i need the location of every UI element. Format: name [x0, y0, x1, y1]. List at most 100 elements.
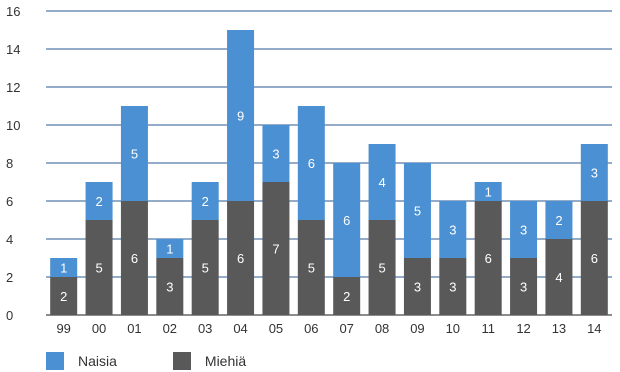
y-tick-label: 10: [6, 118, 20, 133]
data-label-naisia-10: 3: [449, 223, 456, 238]
bar-naisia-07: [333, 163, 361, 277]
data-label-miehia-14: 6: [591, 251, 598, 266]
data-label-naisia-01: 5: [131, 147, 138, 162]
bar-naisia-11: [474, 182, 502, 201]
bar-naisia-05: [262, 125, 290, 182]
data-label-miehia-03: 5: [202, 261, 209, 276]
bar-miehia-01: [120, 201, 148, 315]
bar-miehia-11: [474, 201, 502, 315]
data-label-miehia-00: 5: [95, 261, 102, 276]
data-label-miehia-09: 3: [414, 280, 421, 295]
legend-label-naisia: Naisia: [78, 353, 117, 369]
bar-naisia-10: [439, 201, 467, 258]
x-axis-ticks: 99 00 01 02 03 04 05 06 07 08 09 10 11 12 13 14: [56, 321, 601, 336]
bar-naisia-03: [191, 182, 219, 220]
bar-naisia-12: [510, 201, 538, 258]
data-label-naisia-04: 9: [237, 109, 244, 124]
x-tick-label-99: 99: [56, 321, 70, 336]
data-label-miehia-13: 4: [555, 270, 562, 285]
y-axis-ticks: 0 2 4 6 8 10 12 14 16: [6, 4, 20, 323]
bar-miehia-05: [262, 182, 290, 315]
x-tick-label-10: 10: [446, 321, 460, 336]
bar-miehia-99: [50, 277, 78, 315]
bar-naisia-14: [580, 144, 608, 201]
legend-swatch-miehia: [172, 352, 191, 370]
bar-naisia-06: [297, 106, 325, 220]
bar-naisia-13: [545, 201, 573, 239]
x-tick-label-04: 04: [233, 321, 247, 336]
x-tick-label-14: 14: [587, 321, 601, 336]
data-label-miehia-07: 2: [343, 289, 350, 304]
data-label-naisia-05: 3: [272, 147, 279, 162]
legend-item-naisia: Naisia: [46, 352, 117, 370]
bar-miehia-02: [156, 258, 184, 315]
data-label-naisia-06: 6: [308, 156, 315, 171]
bar-miehia-12: [510, 258, 538, 315]
bar-naisia-99: [50, 258, 78, 277]
x-tick-label-13: 13: [552, 321, 566, 336]
data-label-naisia-08: 4: [378, 175, 385, 190]
bar-naisia-09: [403, 163, 431, 258]
x-tick-label-00: 00: [92, 321, 106, 336]
bar-naisia-02: [156, 239, 184, 258]
data-label-naisia-14: 3: [591, 166, 598, 181]
bar-naisia-04: [227, 30, 255, 201]
data-label-naisia-11: 1: [485, 185, 492, 200]
x-tick-label-01: 01: [127, 321, 141, 336]
x-tick-label-06: 06: [304, 321, 318, 336]
data-label-miehia-01: 6: [131, 251, 138, 266]
x-tick-label-12: 12: [516, 321, 530, 336]
x-tick-label-11: 11: [481, 321, 495, 336]
bar-miehia-04: [227, 201, 255, 315]
data-label-naisia-09: 5: [414, 204, 421, 219]
legend-swatch-naisia: [46, 352, 64, 370]
data-label-miehia-08: 5: [378, 261, 385, 276]
y-tick-label: 16: [6, 4, 20, 19]
x-tick-label-08: 08: [375, 321, 389, 336]
bar-miehia-03: [191, 220, 219, 315]
data-label-miehia-12: 3: [520, 280, 527, 295]
y-tick-label: 14: [6, 42, 20, 57]
x-tick-label-03: 03: [198, 321, 212, 336]
bar-miehia-06: [297, 220, 325, 315]
bar-naisia-01: [120, 106, 148, 201]
data-label-miehia-06: 5: [308, 261, 315, 276]
bar-miehia-07: [333, 277, 361, 315]
x-tick-label-07: 07: [339, 321, 353, 336]
x-tick-label-05: 05: [269, 321, 283, 336]
legend: Naisia Miehiä: [46, 352, 302, 370]
legend-label-miehia: Miehiä: [204, 353, 247, 369]
y-tick-label: 12: [6, 80, 20, 95]
data-label-miehia-02: 3: [166, 280, 173, 295]
data-label-naisia-12: 3: [520, 223, 527, 238]
x-tick-label-09: 09: [410, 321, 424, 336]
y-tick-label: 4: [6, 232, 13, 247]
data-label-naisia-13: 2: [555, 213, 562, 228]
bar-miehia-10: [439, 258, 467, 315]
legend-item-miehia: Miehiä: [172, 352, 247, 370]
bar-naisia-00: [85, 182, 113, 220]
y-tick-label: 8: [6, 156, 13, 171]
y-tick-label: 2: [6, 270, 13, 285]
data-label-miehia-10: 3: [449, 280, 456, 295]
data-label-naisia-07: 6: [343, 213, 350, 228]
data-label-miehia-11: 6: [485, 251, 492, 266]
y-tick-label: 6: [6, 194, 13, 209]
data-label-naisia-99: 1: [60, 261, 67, 276]
data-label-miehia-04: 6: [237, 251, 244, 266]
bar-miehia-00: [85, 220, 113, 315]
data-label-naisia-02: 1: [166, 242, 173, 257]
data-label-naisia-00: 2: [95, 194, 102, 209]
y-tick-label: 0: [6, 308, 13, 323]
data-label-miehia-99: 2: [60, 289, 67, 304]
bars: 2 1 5 2 6 5 3 1 5 2 6 9 7 3 5 6 2 6 5 4 3 5 3 3 6 1 3 3 4 2 6 3: [50, 30, 608, 315]
bar-miehia-13: [545, 239, 573, 315]
data-label-miehia-05: 7: [272, 242, 279, 257]
bar-miehia-09: [403, 258, 431, 315]
bar-miehia-14: [580, 201, 608, 315]
bar-naisia-08: [368, 144, 396, 220]
x-tick-label-02: 02: [163, 321, 177, 336]
bar-miehia-08: [368, 220, 396, 315]
data-label-naisia-03: 2: [202, 194, 209, 209]
